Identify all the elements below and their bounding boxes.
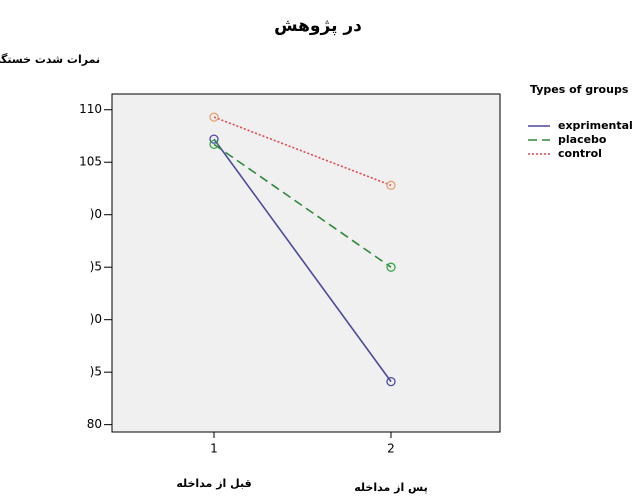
x-category-note: پس از مداخله <box>354 481 427 494</box>
point-marker <box>209 134 219 144</box>
legend-title: Types of groups <box>530 83 629 96</box>
x-tick-label: 1 <box>210 442 218 456</box>
y-axis-label: نمرات شدت خستگی <box>0 53 100 66</box>
y-tick-label: )0 <box>90 207 102 221</box>
legend-label: control <box>558 147 602 160</box>
point-marker <box>209 112 219 122</box>
y-tick-label: )0 <box>90 312 102 326</box>
point-marker <box>386 376 396 387</box>
point-marker <box>386 262 396 272</box>
x-category-note: قبل از مداخله <box>176 477 251 490</box>
y-tick-label: 110 <box>79 102 102 116</box>
legend-label: exprimental <box>558 119 633 132</box>
y-tick-label: )5 <box>90 365 102 379</box>
x-tick-label: 2 <box>387 442 395 456</box>
legend-label: placebo <box>558 133 607 146</box>
series-line <box>213 143 392 268</box>
series-line <box>213 138 392 383</box>
plot-area <box>111 93 501 433</box>
point-marker <box>209 139 219 150</box>
y-tick-label: )5 <box>90 260 102 274</box>
chart-title: در پژوهش <box>274 16 362 36</box>
y-tick-label: 80 <box>87 417 102 431</box>
point-marker <box>386 180 396 190</box>
y-tick-label: 105 <box>79 155 102 169</box>
